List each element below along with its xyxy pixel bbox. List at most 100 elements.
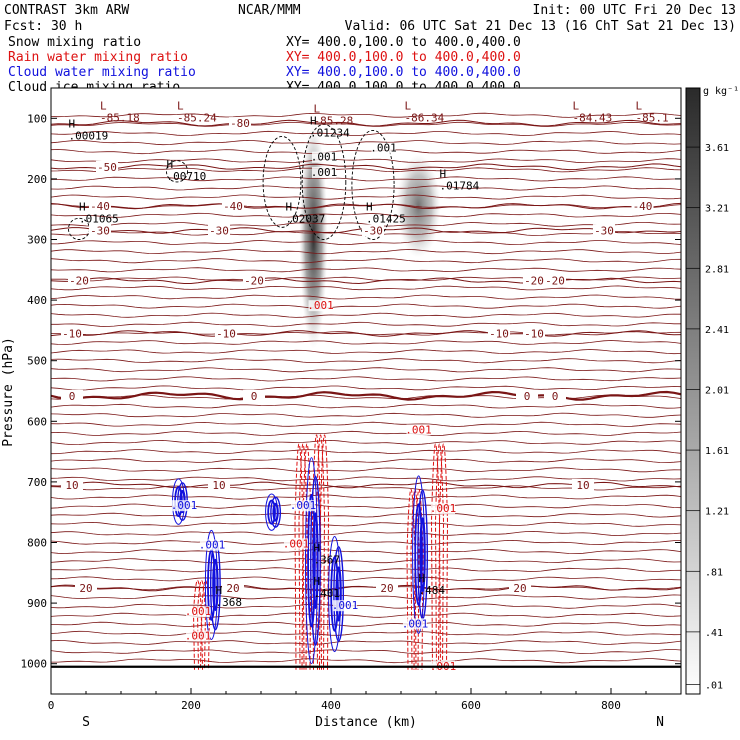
extremum-marker: H bbox=[216, 584, 223, 597]
isotherm-line bbox=[51, 630, 681, 636]
extremum-marker: H bbox=[440, 168, 447, 181]
isotherm-line bbox=[51, 130, 681, 136]
y-tick-label: 400 bbox=[27, 294, 47, 307]
isotherm-line bbox=[51, 476, 681, 482]
y-tick-label: 800 bbox=[27, 537, 47, 550]
rain-contour bbox=[294, 443, 304, 670]
extremum-value: .01234 bbox=[310, 126, 350, 139]
isotherm-label-bg bbox=[75, 581, 97, 594]
y-tick-label: 600 bbox=[27, 415, 47, 428]
isotherm-line bbox=[51, 239, 681, 246]
contour-label-bg bbox=[172, 500, 196, 512]
isotherm-line bbox=[51, 212, 681, 218]
contour-value-label: .001 bbox=[171, 499, 198, 512]
extremum-value: .484 bbox=[419, 584, 446, 597]
isotherm-label: -40 bbox=[633, 200, 653, 213]
isotherm-line bbox=[51, 539, 681, 546]
isotherm-label-bg bbox=[96, 160, 118, 173]
model-title: CONTRAST 3km ARW bbox=[4, 3, 129, 18]
contour-label-bg bbox=[431, 503, 455, 515]
extremum-marker: L bbox=[314, 102, 321, 115]
y-tick-label: 200 bbox=[27, 173, 47, 186]
isotherm-line bbox=[51, 494, 681, 500]
contour-value-label: .001 bbox=[430, 502, 457, 515]
isotherm-line bbox=[51, 222, 681, 227]
isotherm-line bbox=[51, 312, 681, 318]
isotherm-label-bg bbox=[376, 581, 398, 594]
isotherm-label-bg bbox=[215, 327, 237, 340]
isotherm-line bbox=[51, 139, 681, 146]
colorbar bbox=[685, 87, 701, 695]
cloud-water-contour bbox=[335, 566, 342, 622]
field-label: Snow mixing ratio bbox=[8, 35, 141, 50]
contour-value-label: .001 bbox=[311, 151, 338, 164]
isotherm-labelled bbox=[51, 330, 681, 337]
contour-label-bg bbox=[200, 539, 224, 551]
isotherm-line bbox=[51, 258, 681, 264]
field-xy: XY= 400.0,100.0 to 400.0,400.0 bbox=[286, 35, 521, 50]
isotherm-label-bg bbox=[222, 200, 244, 213]
x-tick-label: 800 bbox=[601, 699, 621, 712]
field-xy: XY= 400.0,100.0 to 400.0,400.0 bbox=[286, 50, 521, 65]
extremum-value: .01065 bbox=[79, 212, 119, 225]
isotherm-line bbox=[51, 176, 681, 182]
contour-value-label: .001 bbox=[332, 599, 359, 612]
ice-contour bbox=[301, 123, 347, 240]
contour-value-label: .001 bbox=[311, 166, 338, 179]
isotherm-label: -10 bbox=[62, 327, 82, 340]
colorbar-tick-label: .41 bbox=[705, 628, 723, 639]
extremum-marker: H bbox=[366, 200, 373, 213]
isotherm-contours bbox=[51, 112, 681, 664]
isotherm-line bbox=[51, 549, 681, 555]
isotherm-line bbox=[51, 594, 681, 600]
extremum-value: -85.24 bbox=[177, 111, 217, 124]
isotherm-label-bg bbox=[544, 274, 566, 287]
isotherm-label-bg bbox=[208, 478, 230, 491]
extremum-marker: H bbox=[286, 200, 293, 213]
colorbar-unit: g kg⁻¹ bbox=[703, 86, 739, 97]
isotherm-line bbox=[51, 303, 681, 309]
colorbar-tick-label: .01 bbox=[705, 680, 723, 691]
isotherm-line bbox=[51, 603, 681, 609]
isotherm-label: -80 bbox=[230, 117, 250, 130]
extremum-marker: H bbox=[167, 158, 174, 171]
isotherm-label: 20 bbox=[226, 582, 239, 595]
contour-label-bg bbox=[308, 300, 333, 312]
y-tick-label: 300 bbox=[27, 234, 47, 247]
isotherm-labelled bbox=[51, 163, 681, 171]
isotherm-label-bg bbox=[61, 327, 83, 340]
y-tick-label: 1000 bbox=[21, 658, 48, 671]
cloud-water-contour bbox=[310, 475, 321, 646]
contour-value-label: .001 bbox=[370, 142, 397, 155]
isotherm-line bbox=[51, 458, 681, 464]
extremum-value: .02037 bbox=[286, 212, 326, 225]
isotherm-line bbox=[51, 376, 681, 382]
isotherm-line bbox=[51, 158, 681, 164]
isotherm-line bbox=[51, 112, 681, 118]
rain-contour bbox=[430, 443, 441, 670]
isotherm-label-bg bbox=[61, 478, 83, 491]
valid-time: Valid: 06 UTC Sat 21 Dec 13 (16 ChT Sat … bbox=[345, 19, 736, 34]
y-tick-label: 700 bbox=[27, 476, 47, 489]
extremum-value: .00710 bbox=[167, 170, 207, 183]
contour-value-label: .001 bbox=[405, 423, 432, 436]
isotherm-line bbox=[51, 403, 681, 409]
snow-core bbox=[396, 154, 441, 258]
contour-labels: 0 0 0 0-10 -10 -10 -10-20 -20 -20 -20-30 -30 -30 -30… bbox=[61, 99, 669, 673]
isotherm-label: 10 bbox=[65, 479, 78, 492]
field-legend: Snow mixing ratio XY= 400.0,100.0 to 400.… bbox=[8, 35, 521, 95]
isotherm-label: 20 bbox=[380, 582, 393, 595]
forecast-hour: Fcst: 30 h bbox=[4, 19, 82, 34]
isotherm-label: -30 bbox=[90, 224, 110, 237]
extremum-marker: H bbox=[79, 200, 86, 213]
isotherm-label: -50 bbox=[97, 161, 117, 174]
isotherm-label-bg bbox=[208, 224, 230, 237]
colorbar-tick-label: 2.81 bbox=[705, 264, 729, 275]
isotherm-line bbox=[51, 394, 681, 400]
isotherm-line bbox=[51, 358, 681, 364]
extremum-value: .01784 bbox=[440, 180, 480, 193]
extremum-value: .368 bbox=[216, 596, 243, 609]
colorbar-tick-label: 3.61 bbox=[705, 143, 729, 154]
isotherm-line bbox=[51, 558, 681, 564]
